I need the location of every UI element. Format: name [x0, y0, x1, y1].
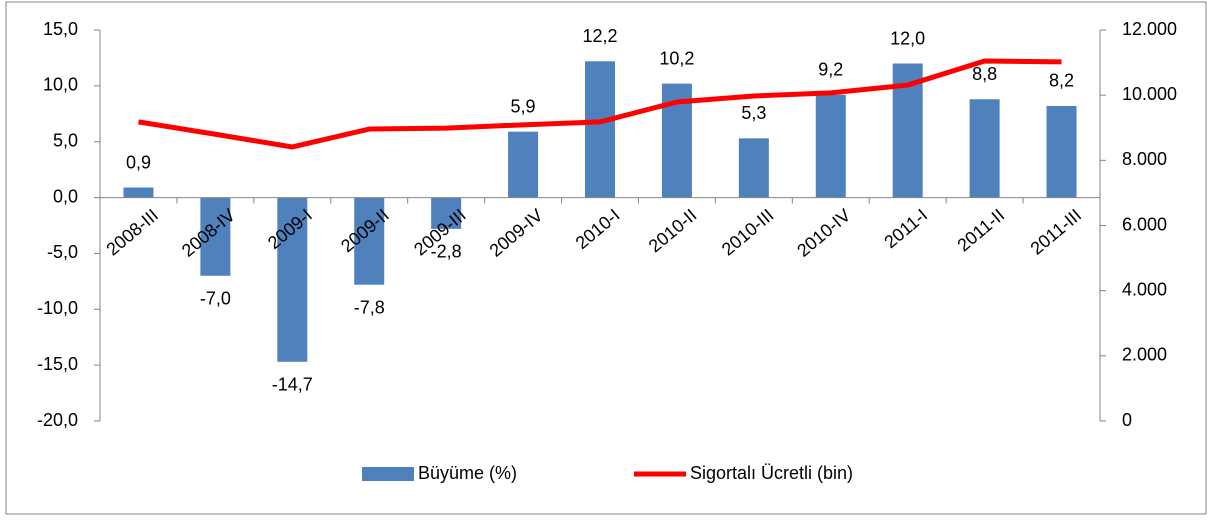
y2-tick-label: 0	[1122, 410, 1132, 430]
legend-label: Büyüme (%)	[418, 463, 517, 483]
bar	[508, 131, 539, 198]
bar	[969, 99, 1000, 198]
data-label: 8,8	[972, 64, 997, 84]
y2-tick-label: 8.000	[1122, 149, 1167, 169]
y-tick-label: -10,0	[37, 298, 78, 318]
data-label: 10,2	[659, 48, 694, 68]
data-label: 5,3	[741, 103, 766, 123]
y2-tick-label: 10.000	[1122, 84, 1177, 104]
bar	[815, 94, 846, 198]
bar	[585, 61, 615, 198]
y-tick-label: 15,0	[43, 19, 78, 39]
bar	[123, 187, 154, 198]
bar	[200, 197, 231, 276]
y-tick-label: -15,0	[37, 354, 78, 374]
bar	[277, 197, 308, 362]
data-label: -7,0	[200, 289, 231, 309]
line	[138, 58, 1062, 150]
data-label: 12,2	[582, 26, 617, 46]
data-label: -14,7	[272, 375, 313, 395]
y-tick-label: 10,0	[43, 75, 78, 95]
data-label: -2,8	[431, 242, 462, 262]
y-tick-label: 0,0	[53, 186, 78, 206]
bar	[354, 197, 385, 285]
data-label: 9,2	[818, 60, 843, 80]
bar	[738, 138, 769, 198]
y-tick-label: -5,0	[47, 242, 78, 262]
bar	[1046, 105, 1077, 198]
legend-label: Sigortalı Ücretli (bin)	[690, 463, 853, 483]
y2-tick-label: 12.000	[1122, 19, 1177, 39]
y-tick-label: 5,0	[53, 130, 78, 150]
y2-tick-label: 4.000	[1122, 279, 1167, 299]
data-label: 5,9	[511, 96, 536, 116]
y2-tick-label: 2.000	[1122, 345, 1167, 365]
data-label: -7,8	[354, 297, 385, 317]
y2-tick-label: 6.000	[1122, 214, 1167, 234]
legend-swatch	[362, 467, 414, 481]
bar	[431, 197, 462, 229]
data-label: 12,0	[890, 28, 925, 48]
data-label: 8,2	[1049, 71, 1074, 91]
y-tick-label: -20,0	[37, 410, 78, 430]
data-label: 0,9	[126, 152, 151, 172]
